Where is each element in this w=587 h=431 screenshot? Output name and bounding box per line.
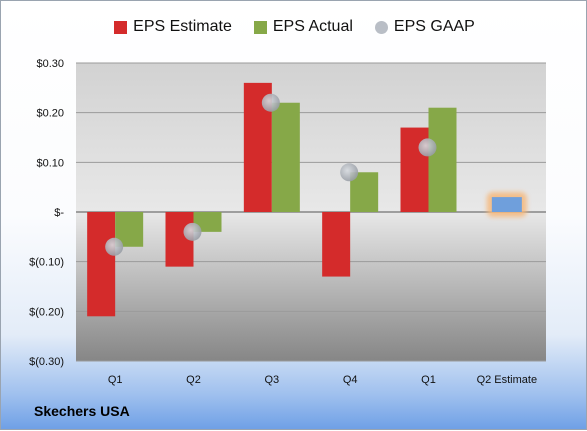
x-tick-label: Q2 Estimate (477, 374, 538, 386)
point-eps-gaap (183, 222, 202, 241)
y-tick-label: $(0.30) (29, 356, 64, 368)
point-eps-gaap (105, 237, 124, 256)
legend: EPS Estimate EPS Actual EPS GAAP (1, 18, 587, 36)
x-tick-label: Q2 (186, 374, 201, 386)
y-tick-label: $0.10 (36, 157, 64, 169)
legend-item-eps-gaap: EPS GAAP (374, 18, 475, 36)
point-eps-gaap (340, 163, 359, 182)
bar-next-estimate (491, 197, 522, 212)
legend-label-eps-actual: EPS Actual (272, 18, 353, 35)
x-tick-label: Q1 (108, 374, 123, 386)
point-eps-gaap (418, 138, 437, 157)
point-eps-gaap (261, 93, 280, 112)
company-name: Skechers USA (34, 403, 130, 419)
y-tick-label: $(0.10) (29, 257, 64, 269)
bar-eps-actual (193, 212, 222, 232)
bar-eps-estimate (322, 212, 351, 277)
bar-eps-estimate (87, 212, 116, 317)
legend-label-eps-estimate: EPS Estimate (133, 18, 232, 35)
x-tick-label: Q4 (343, 374, 358, 386)
legend-swatch-eps-actual (253, 20, 267, 34)
legend-item-eps-estimate: EPS Estimate (114, 18, 232, 36)
bar-eps-actual (271, 102, 300, 212)
legend-swatch-eps-gaap (374, 20, 388, 34)
x-tick-label: Q1 (421, 374, 436, 386)
y-tick-label: $- (54, 207, 64, 219)
legend-label-eps-gaap: EPS GAAP (393, 18, 475, 35)
y-tick-label: $0.30 (36, 58, 64, 70)
legend-swatch-eps-estimate (114, 20, 128, 34)
bar-eps-actual (428, 107, 457, 212)
y-tick-label: $0.20 (36, 108, 64, 120)
x-tick-label: Q3 (264, 374, 279, 386)
y-tick-label: $(0.20) (29, 306, 64, 318)
legend-item-eps-actual: EPS Actual (253, 18, 353, 36)
